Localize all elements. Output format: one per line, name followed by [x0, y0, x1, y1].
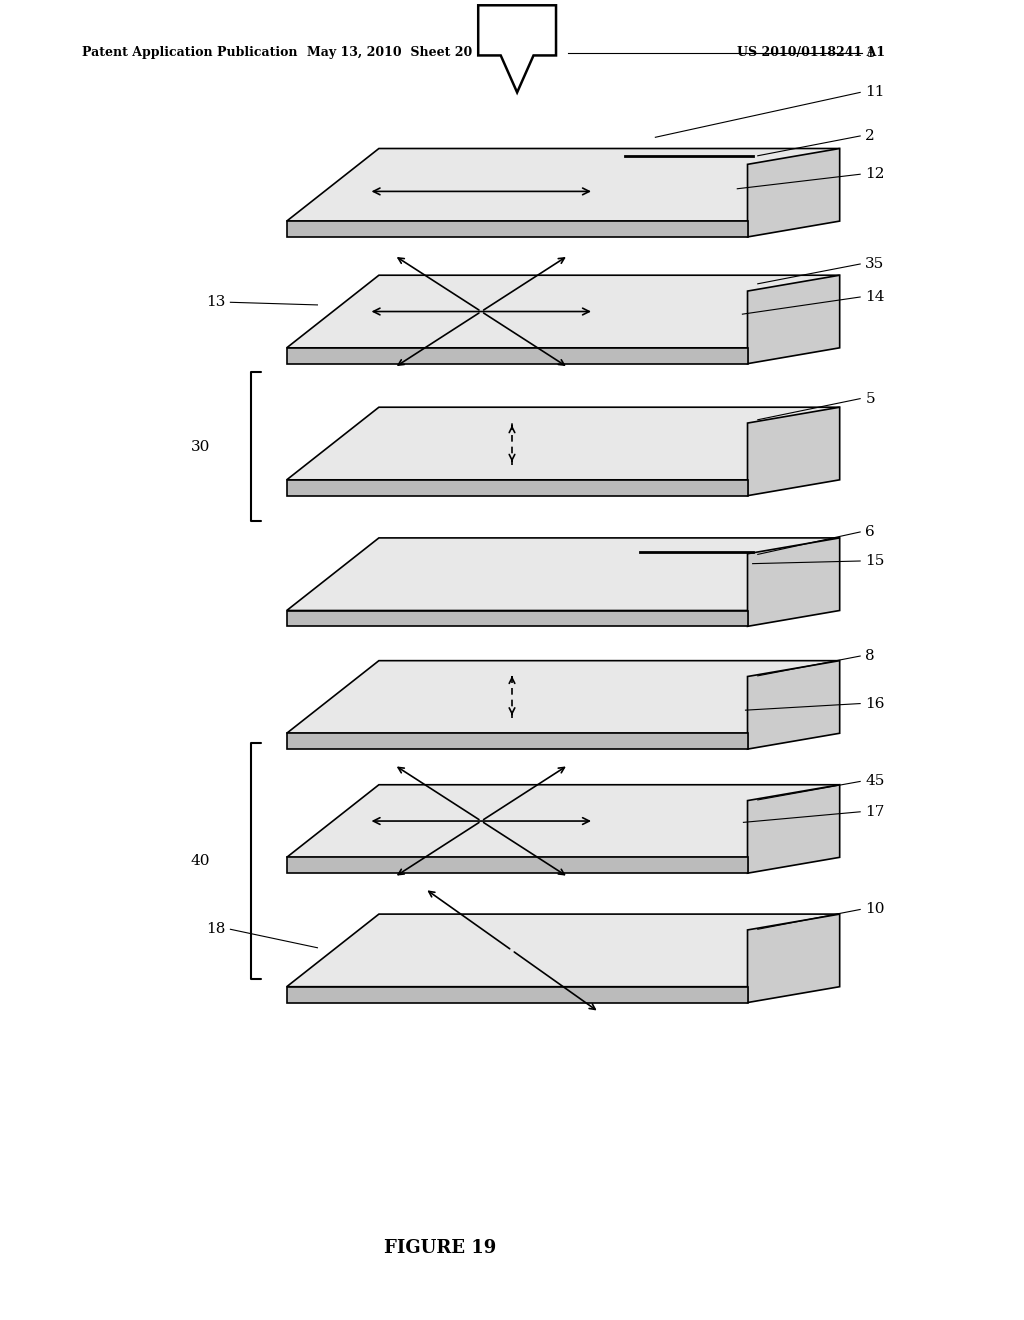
Polygon shape: [748, 407, 840, 495]
Polygon shape: [287, 149, 840, 220]
Text: FIGURE 19: FIGURE 19: [384, 1238, 497, 1257]
Polygon shape: [748, 913, 840, 1003]
Polygon shape: [287, 610, 748, 627]
Polygon shape: [287, 660, 840, 734]
Text: 15: 15: [865, 554, 885, 568]
Polygon shape: [748, 539, 840, 627]
Polygon shape: [287, 407, 840, 479]
Text: May 13, 2010  Sheet 20 of 32: May 13, 2010 Sheet 20 of 32: [307, 46, 512, 59]
Text: 17: 17: [865, 805, 885, 818]
Text: 1: 1: [865, 46, 876, 59]
Polygon shape: [287, 913, 840, 987]
Polygon shape: [287, 479, 748, 495]
Text: 8: 8: [865, 649, 874, 663]
Text: 13: 13: [206, 296, 225, 309]
Polygon shape: [478, 5, 556, 92]
Text: 35: 35: [865, 257, 885, 271]
Polygon shape: [287, 784, 840, 858]
Text: 14: 14: [865, 290, 885, 304]
Text: 18: 18: [206, 923, 225, 936]
Text: 11: 11: [865, 86, 885, 99]
Text: 40: 40: [190, 854, 210, 869]
Text: 5: 5: [865, 392, 874, 405]
Polygon shape: [748, 276, 840, 363]
Text: 16: 16: [865, 697, 885, 710]
Text: 2: 2: [865, 129, 876, 143]
Text: 45: 45: [865, 775, 885, 788]
Text: US 2010/0118241 A1: US 2010/0118241 A1: [737, 46, 886, 59]
Polygon shape: [287, 220, 748, 238]
Text: 30: 30: [190, 440, 210, 454]
Polygon shape: [287, 987, 748, 1003]
Polygon shape: [287, 347, 748, 363]
Text: 10: 10: [865, 903, 885, 916]
Polygon shape: [287, 858, 748, 874]
Polygon shape: [748, 660, 840, 750]
Polygon shape: [748, 149, 840, 238]
Polygon shape: [287, 276, 840, 347]
Text: 12: 12: [865, 168, 885, 181]
Text: 6: 6: [865, 525, 876, 539]
Polygon shape: [287, 734, 748, 750]
Text: Patent Application Publication: Patent Application Publication: [82, 46, 297, 59]
Polygon shape: [287, 539, 840, 610]
Polygon shape: [748, 784, 840, 874]
